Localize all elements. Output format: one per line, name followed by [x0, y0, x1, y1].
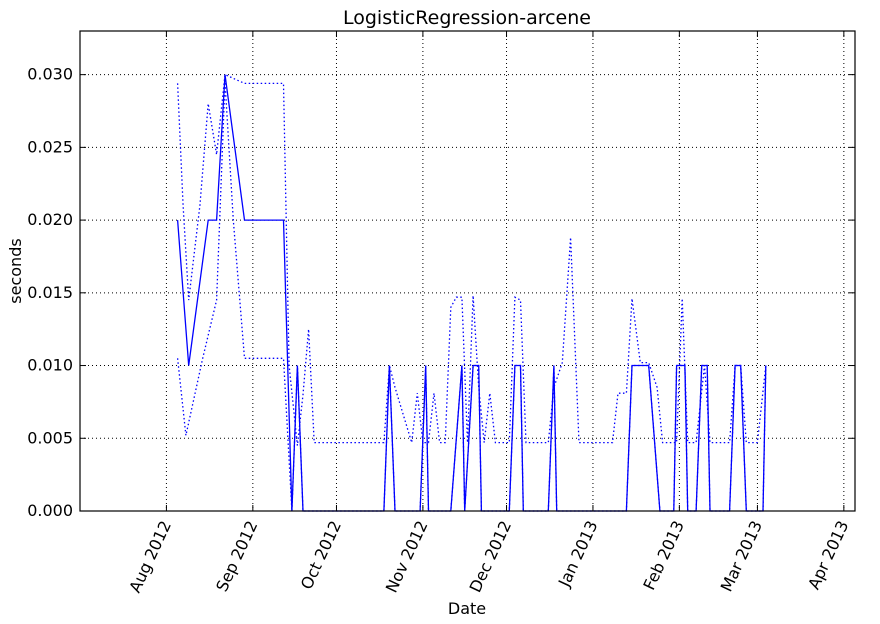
plot-frame: [79, 30, 856, 512]
x-axis-label: Date: [448, 599, 486, 618]
y-tick-label: 0.025: [27, 137, 73, 156]
y-axis-label: seconds: [6, 238, 25, 303]
series-line-dotted-2: [176, 81, 767, 512]
series-group: [176, 73, 767, 512]
chart-title: LogisticRegression-arcene: [343, 7, 591, 29]
y-tick-label: 0.010: [27, 356, 73, 375]
y-tick-label: 0.000: [27, 501, 73, 520]
y-tick-label: 0.030: [27, 65, 73, 84]
y-tick-label: 0.005: [27, 428, 73, 447]
y-tick-label: 0.020: [27, 210, 73, 229]
grid: [80, 31, 855, 511]
y-tick-label: 0.015: [27, 283, 73, 302]
